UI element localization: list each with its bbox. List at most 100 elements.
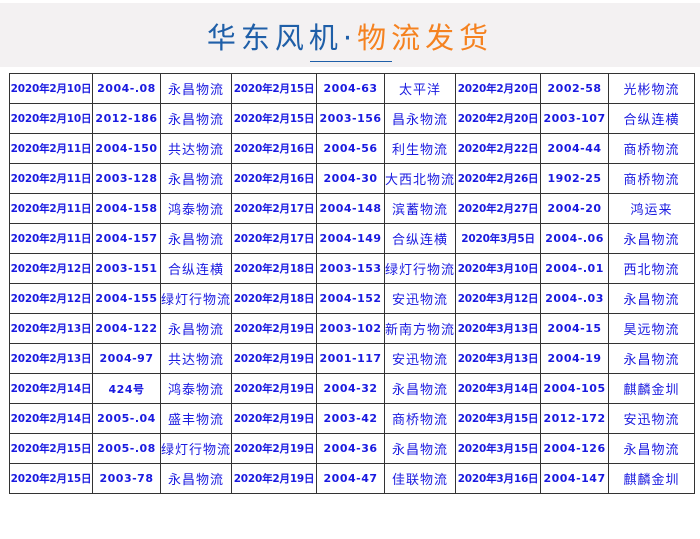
shipment-number-cell: 2004-20 xyxy=(540,193,610,224)
logistics-company-cell: 安迅物流 xyxy=(608,403,696,434)
table-row: 2020年2月11日 2004-150 共达物流 2020年2月16日 2004-56 利… xyxy=(9,133,696,164)
title-underline xyxy=(310,61,392,62)
shipment-number-cell: 2003-78 xyxy=(92,463,161,494)
shipment-number-cell: 2004-149 xyxy=(316,223,386,254)
logistics-company-cell: 绿灯行物流 xyxy=(159,283,233,314)
table-row: 2020年2月12日 2004-155 绿灯行物流 2020年2月18日 2004-15… xyxy=(9,283,696,314)
shipment-number-cell: 2004-158 xyxy=(92,193,161,224)
shipment-number-cell: 2004-36 xyxy=(316,433,386,464)
title-company: 华东风机· xyxy=(206,21,358,55)
ship-date-cell: 2020年3月5日 xyxy=(455,223,542,254)
shipment-number-cell: 424号 xyxy=(92,373,161,404)
ship-date-cell: 2020年2月17日 xyxy=(231,193,318,224)
logistics-company-cell: 太平洋 xyxy=(384,73,457,104)
shipment-number-cell: 2004-122 xyxy=(92,313,161,344)
logistics-company-cell: 永昌物流 xyxy=(384,373,457,404)
shipment-number-cell: 2004-.03 xyxy=(540,283,610,314)
logistics-company-cell: 合纵连横 xyxy=(384,223,457,254)
shipment-number-cell: 2012-172 xyxy=(540,403,610,434)
shipment-number-cell: 2004-150 xyxy=(92,133,161,164)
shipment-number-cell: 2004-126 xyxy=(540,433,610,464)
ship-date-cell: 2020年2月11日 xyxy=(9,193,93,224)
shipment-number-cell: 2004-63 xyxy=(316,73,386,104)
ship-date-cell: 2020年3月12日 xyxy=(455,283,542,314)
shipment-number-cell: 2001-117 xyxy=(316,343,386,374)
logistics-company-cell: 绿灯行物流 xyxy=(159,433,233,464)
header-banner: 华东风机·物流发货 xyxy=(0,3,700,67)
shipment-number-cell: 2004-.06 xyxy=(540,223,610,254)
ship-date-cell: 2020年2月15日 xyxy=(9,433,93,464)
table-row: 2020年2月14日 424号 鸿泰物流 2020年2月19日 2004-32 永昌物流 2… xyxy=(9,373,696,404)
ship-date-cell: 2020年2月19日 xyxy=(231,403,318,434)
shipment-number-cell: 2004-15 xyxy=(540,313,610,344)
shipment-number-cell: 2003-153 xyxy=(316,253,386,284)
table-row: 2020年2月13日 2004-97 共达物流 2020年2月19日 2001-117 安… xyxy=(9,343,696,374)
ship-date-cell: 2020年2月12日 xyxy=(9,253,93,284)
ship-date-cell: 2020年2月19日 xyxy=(231,373,318,404)
ship-date-cell: 2020年3月14日 xyxy=(455,373,542,404)
shipment-number-cell: 2004-147 xyxy=(540,463,610,494)
logistics-company-cell: 永昌物流 xyxy=(608,283,696,314)
ship-date-cell: 2020年2月17日 xyxy=(231,223,318,254)
shipment-number-cell: 2004-56 xyxy=(316,133,386,164)
logistics-company-cell: 新南方物流 xyxy=(384,313,457,344)
logistics-company-cell: 共达物流 xyxy=(159,133,233,164)
table-row: 2020年2月11日 2003-128 永昌物流 2020年2月16日 2004-30 大… xyxy=(9,163,696,194)
ship-date-cell: 2020年2月13日 xyxy=(9,343,93,374)
ship-date-cell: 2020年2月26日 xyxy=(455,163,542,194)
table-row: 2020年2月14日 2005-.04 盛丰物流 2020年2月19日 2003-42 商… xyxy=(9,403,696,434)
ship-date-cell: 2020年2月19日 xyxy=(231,463,318,494)
logistics-company-cell: 永昌物流 xyxy=(159,73,233,104)
logistics-company-cell: 永昌物流 xyxy=(608,433,696,464)
logistics-company-cell: 盛丰物流 xyxy=(159,403,233,434)
shipment-number-cell: 2003-156 xyxy=(316,103,386,134)
logistics-company-cell: 永昌物流 xyxy=(159,463,233,494)
logistics-company-cell: 昌永物流 xyxy=(384,103,457,134)
ship-date-cell: 2020年2月19日 xyxy=(231,343,318,374)
shipment-number-cell: 2012-186 xyxy=(92,103,161,134)
ship-date-cell: 2020年3月13日 xyxy=(455,313,542,344)
page-title: 华东风机·物流发货 xyxy=(0,15,700,57)
shipment-number-cell: 2003-128 xyxy=(92,163,161,194)
ship-date-cell: 2020年2月14日 xyxy=(9,373,93,404)
ship-date-cell: 2020年2月20日 xyxy=(455,103,542,134)
ship-date-cell: 2020年2月14日 xyxy=(9,403,93,434)
ship-date-cell: 2020年2月22日 xyxy=(455,133,542,164)
shipment-number-cell: 2004-32 xyxy=(316,373,386,404)
ship-date-cell: 2020年2月16日 xyxy=(231,163,318,194)
logistics-company-cell: 佳联物流 xyxy=(384,463,457,494)
logistics-company-cell: 合纵连横 xyxy=(159,253,233,284)
logistics-company-cell: 永昌物流 xyxy=(608,343,696,374)
ship-date-cell: 2020年2月27日 xyxy=(455,193,542,224)
ship-date-cell: 2020年2月10日 xyxy=(9,73,93,104)
table-row: 2020年2月10日 2004-.08 永昌物流 2020年2月15日 2004-63 太… xyxy=(9,73,696,104)
logistics-company-cell: 滨蓄物流 xyxy=(384,193,457,224)
logistics-company-cell: 大西北物流 xyxy=(384,163,457,194)
table-row: 2020年2月12日 2003-151 合纵连横 2020年2月18日 2003-153… xyxy=(9,253,696,284)
shipment-number-cell: 1902-25 xyxy=(540,163,610,194)
logistics-company-cell: 安迅物流 xyxy=(384,343,457,374)
shipment-number-cell: 2004-44 xyxy=(540,133,610,164)
ship-date-cell: 2020年2月18日 xyxy=(231,253,318,284)
table-row: 2020年2月11日 2004-158 鸿泰物流 2020年2月17日 2004-148… xyxy=(9,193,696,224)
ship-date-cell: 2020年2月11日 xyxy=(9,163,93,194)
shipment-number-cell: 2003-42 xyxy=(316,403,386,434)
logistics-company-cell: 鸿运来 xyxy=(608,193,696,224)
ship-date-cell: 2020年2月19日 xyxy=(231,313,318,344)
logistics-company-cell: 商桥物流 xyxy=(608,133,696,164)
ship-date-cell: 2020年2月12日 xyxy=(9,283,93,314)
shipment-number-cell: 2004-19 xyxy=(540,343,610,374)
logistics-company-cell: 永昌物流 xyxy=(159,223,233,254)
logistics-company-cell: 麒麟金圳 xyxy=(608,373,696,404)
ship-date-cell: 2020年2月11日 xyxy=(9,133,93,164)
table-row: 2020年2月10日 2012-186 永昌物流 2020年2月15日 2003-156… xyxy=(9,103,696,134)
logistics-company-cell: 麒麟金圳 xyxy=(608,463,696,494)
shipment-number-cell: 2005-.08 xyxy=(92,433,161,464)
title-subject: 物流发货 xyxy=(357,21,494,55)
ship-date-cell: 2020年2月20日 xyxy=(455,73,542,104)
ship-date-cell: 2020年2月15日 xyxy=(231,73,318,104)
logistics-company-cell: 永昌物流 xyxy=(608,223,696,254)
logistics-company-cell: 昊远物流 xyxy=(608,313,696,344)
shipment-number-cell: 2004-157 xyxy=(92,223,161,254)
ship-date-cell: 2020年2月16日 xyxy=(231,133,318,164)
